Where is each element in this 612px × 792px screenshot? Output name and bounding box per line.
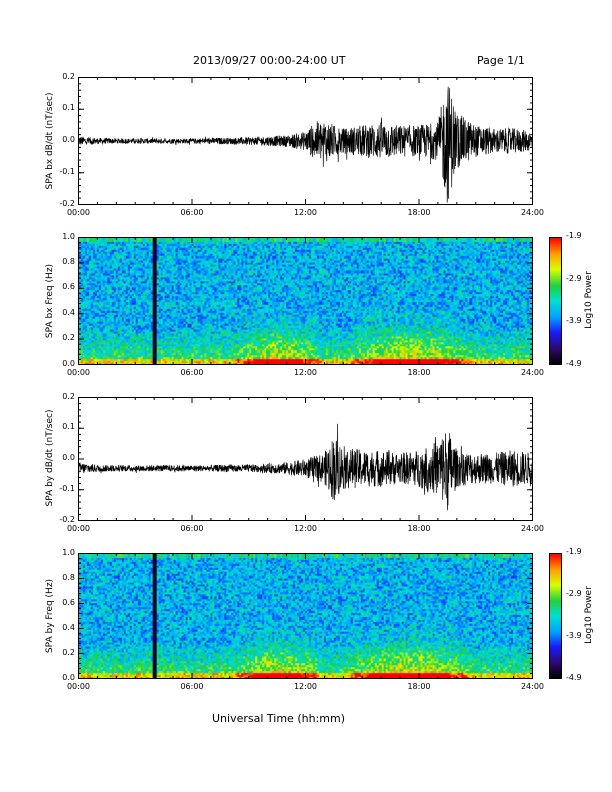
by-line-ytick-label: 0.0 <box>62 453 75 462</box>
by-spec-colorbar-tick-label: -2.9 <box>566 589 582 598</box>
by-spec-colorbar-tick-label: -4.9 <box>566 673 582 682</box>
bx-spec-ytick-label: 0.0 <box>62 358 75 368</box>
bx-line-xtick-label: 06:00 <box>180 208 204 217</box>
bx-spec-ytick-label: 0.4 <box>62 307 75 317</box>
by-spec-ytick-label: 0.4 <box>62 622 75 632</box>
by-line-trace <box>78 423 533 511</box>
bx-spec-colorbar-tick-label: -4.9 <box>566 359 582 368</box>
by-spec-xtick-label: 24:00 <box>520 682 545 691</box>
bx-spec-colorbar-tick-label: -1.9 <box>566 231 582 240</box>
bx-spec-xtick-label: 06:00 <box>180 368 204 377</box>
bx-line-xtick-label: 12:00 <box>293 208 318 217</box>
by-line-ytick-label: 0.2 <box>62 391 75 401</box>
bx-line-xtick-label: 24:00 <box>520 208 545 217</box>
by-line-xtick-label: 12:00 <box>293 524 318 533</box>
bx-line-ytick-label: 0.0 <box>62 135 75 144</box>
bx-spec-axes <box>78 237 533 365</box>
colorbar-label-bx: Log10 Power <box>584 271 594 329</box>
bx-line-plot <box>78 77 533 205</box>
by-spec-colorbar-tick-label: -3.9 <box>566 631 582 640</box>
by-spec-axes <box>78 553 533 679</box>
by-spec-ytick-label: 0.8 <box>62 572 75 582</box>
by-spec-ytick-label: 0.0 <box>62 672 75 682</box>
by-spec-ytick-label: 1.0 <box>62 547 75 557</box>
by-spec-ytick-label: 0.2 <box>62 647 75 657</box>
by-spec-xtick-label: 12:00 <box>293 682 318 691</box>
bx-spec-colorbar-tick-label: -3.9 <box>566 316 582 326</box>
bx-line-ytick-label: -0.1 <box>59 166 75 176</box>
bx-spec-xtick-label: 00:00 <box>66 368 91 377</box>
bx-line-ytick-label: 0.1 <box>62 103 75 113</box>
bx-spec-xtick-label: 18:00 <box>407 368 431 377</box>
by-line-xtick-label: 24:00 <box>520 524 545 533</box>
bx-spec-ytick-label: 1.0 <box>62 231 75 241</box>
by-line-xtick-label: 18:00 <box>407 524 431 533</box>
bx-spec-ytick-label: 0.2 <box>62 333 75 343</box>
bx-line-xtick-label: 00:00 <box>66 208 91 217</box>
bx-spec-ytick-label: 0.8 <box>62 256 75 266</box>
by-spectrogram <box>78 553 533 679</box>
by-spec-colorbar-tick-label: -1.9 <box>566 547 582 556</box>
by-spec-xtick-label: 06:00 <box>180 682 204 691</box>
colorbar-bx <box>549 237 562 365</box>
x-axis-label: Universal Time (hh:mm) <box>212 712 345 725</box>
by-line-plot <box>78 397 533 521</box>
by-line-ytick-label: 0.1 <box>62 422 75 432</box>
by-spec-xtick-label: 18:00 <box>407 682 431 691</box>
colorbar-label-by: Log10 Power <box>584 586 594 644</box>
bx-line-ytick-label: 0.2 <box>62 71 75 81</box>
by-line-xtick-label: 06:00 <box>180 524 204 533</box>
page-number: Page 1/1 <box>477 54 525 67</box>
bx-spec-ytick-label: 0.6 <box>62 282 75 292</box>
by-line-frame <box>78 397 533 521</box>
by-line-xtick-label: 00:00 <box>66 524 91 533</box>
bx-line-xtick-label: 18:00 <box>407 208 431 217</box>
bx-spectrogram <box>78 237 533 365</box>
bx-spec-xtick-label: 12:00 <box>293 368 318 377</box>
colorbar-by <box>549 553 562 679</box>
by-spec-ytick-label: 0.6 <box>62 597 75 607</box>
bx-line-ytick-label: -0.2 <box>59 198 75 208</box>
bx-spec-colorbar-tick-label: -2.9 <box>566 273 582 283</box>
bx-line-trace <box>78 86 533 203</box>
by-line-ytick-label: -0.2 <box>59 514 75 524</box>
by-spec-xtick-label: 00:00 <box>66 682 91 691</box>
bx-spec-xtick-label: 24:00 <box>520 368 545 377</box>
page-title: 2013/09/27 00:00-24:00 UT <box>193 54 346 67</box>
by-line-ytick-label: -0.1 <box>59 483 75 493</box>
